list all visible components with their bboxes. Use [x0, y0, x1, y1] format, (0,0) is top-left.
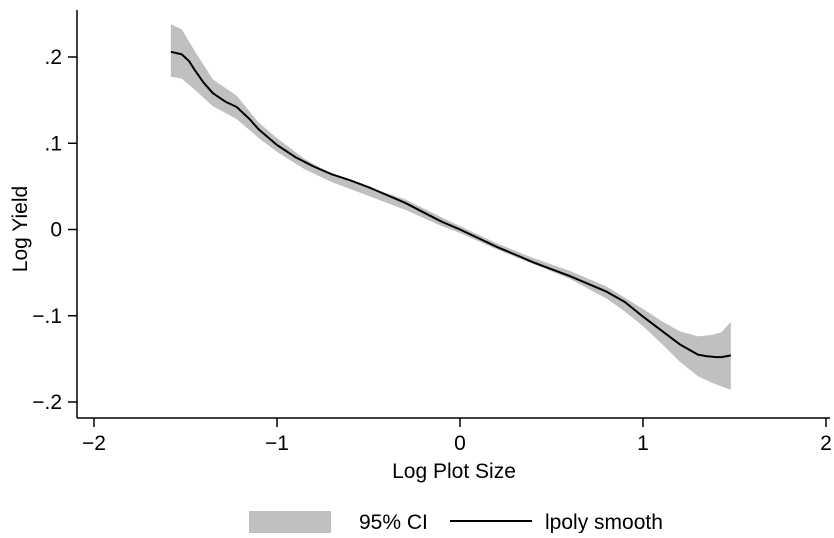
x-axis-label: Log Plot Size: [392, 460, 516, 483]
lpoly-smooth-line: [170, 50, 731, 359]
ci-band-layer: [170, 24, 731, 390]
ci-band: [170, 24, 731, 390]
y-axis-label: Log Yield: [9, 186, 32, 272]
y-tick-label: −.1: [32, 305, 62, 328]
x-tick-label: −1: [265, 432, 289, 455]
y-tick-label: 0: [50, 219, 62, 242]
y-tick-label: .2: [44, 46, 62, 69]
y-tick-label: .1: [44, 132, 62, 155]
x-tick-label: 1: [637, 432, 649, 455]
x-tick-label: 2: [820, 432, 832, 455]
y-tick-label: −.2: [32, 391, 62, 414]
legend: 95% CI lpoly smooth: [249, 511, 663, 534]
legend-label-line: lpoly smooth: [545, 511, 663, 533]
x-tick-label: 0: [454, 432, 466, 455]
smooth-line-layer: [170, 50, 731, 359]
x-tick-label: −2: [82, 432, 106, 455]
axes-layer: −2 −1 0 1 2 .2 .1 0 −.1 −.2: [32, 10, 832, 455]
legend-swatch-ci: [249, 511, 331, 534]
legend-label-ci: 95% CI: [359, 511, 428, 533]
